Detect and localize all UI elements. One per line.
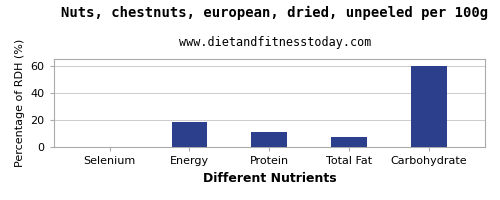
Text: www.dietandfitnesstoday.com: www.dietandfitnesstoday.com (179, 36, 371, 49)
Bar (411, 66, 447, 147)
Text: Nuts, chestnuts, european, dried, unpeeled per 100g: Nuts, chestnuts, european, dried, unpeel… (62, 6, 488, 20)
X-axis label: Different Nutrients: Different Nutrients (202, 172, 336, 185)
Y-axis label: Percentage of RDH (%): Percentage of RDH (%) (15, 39, 25, 167)
Bar (172, 122, 207, 147)
Bar (252, 132, 288, 147)
Bar (332, 137, 367, 147)
